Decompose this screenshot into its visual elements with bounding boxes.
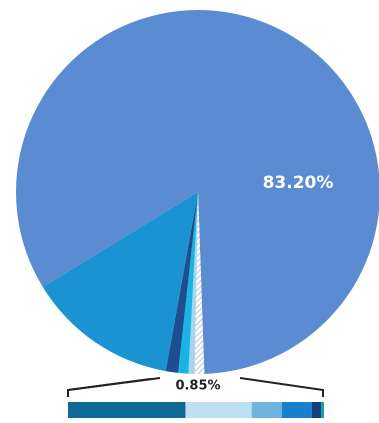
- bracket-left: [67, 377, 161, 397]
- bar-segment: [68, 402, 186, 418]
- bar-segment: [311, 402, 321, 418]
- pie-slice: [194, 192, 205, 374]
- bar-segment: [320, 402, 324, 418]
- bar-segment: [281, 402, 312, 418]
- bar-segment: [251, 402, 282, 418]
- bar-segment: [185, 402, 252, 418]
- pie-slice: [16, 10, 379, 374]
- bracket-right: [239, 377, 324, 397]
- breakdown-label: 0.85%: [175, 379, 220, 394]
- pie-slice: [188, 192, 198, 374]
- pie-slice: [178, 192, 198, 374]
- pie-slice: [165, 192, 198, 373]
- slice-label: 83.20%: [263, 173, 334, 193]
- pie-slice: [42, 192, 199, 372]
